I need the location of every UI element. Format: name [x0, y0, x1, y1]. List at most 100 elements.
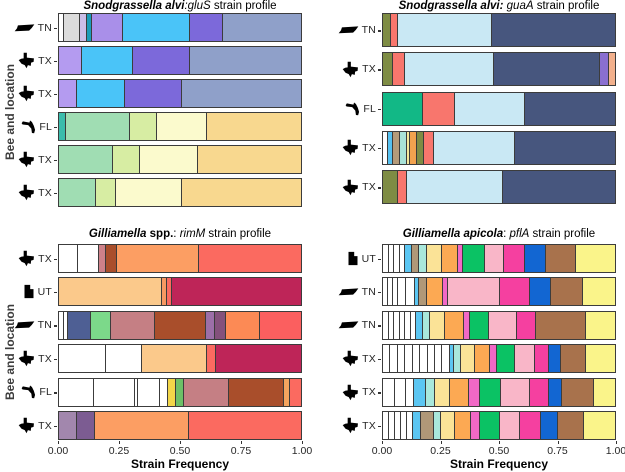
- stacked-bar: [382, 91, 616, 126]
- bar-segment: [394, 245, 400, 272]
- bar-segment: [454, 92, 525, 125]
- texas-icon: [18, 85, 35, 102]
- bar-row-tx: TX: [18, 244, 302, 273]
- bar-segment: [397, 171, 408, 204]
- bar-segment: [392, 53, 405, 86]
- bar-segment: [442, 345, 450, 373]
- bar-segment: [215, 345, 301, 373]
- x-axis-tick: [119, 441, 120, 444]
- stacked-bar: [382, 13, 616, 47]
- title-part: :gluS: [184, 0, 211, 12]
- bar-segment: [59, 345, 106, 373]
- texas-icon: [18, 417, 35, 434]
- row-label: TX: [362, 386, 376, 399]
- bar-segment: [198, 245, 301, 272]
- bar-segment: [184, 378, 229, 406]
- row-label: TX: [38, 352, 52, 365]
- bar-segment: [59, 378, 94, 406]
- bar-segment: [134, 378, 138, 406]
- title-part: pflA: [509, 228, 530, 240]
- bar-segment: [59, 14, 64, 41]
- stacked-bar: [382, 52, 616, 87]
- bar-segment: [450, 378, 470, 406]
- bar-segment: [525, 245, 547, 272]
- x-axis-tick: [499, 441, 500, 444]
- bar-segment: [389, 412, 396, 439]
- bar-row-tx: TX: [342, 52, 616, 87]
- y-axis-tick: [378, 425, 381, 427]
- bar-segment: [132, 47, 190, 74]
- title-part: strain profile: [533, 0, 600, 12]
- texas-icon: [342, 384, 359, 401]
- bar-segment: [59, 113, 67, 140]
- bar-segment: [105, 345, 143, 373]
- bar-row-tx: TX: [342, 344, 616, 374]
- row-label: TX: [362, 352, 376, 365]
- bar-segment: [586, 345, 615, 373]
- bar-row-fl: FL: [345, 91, 616, 126]
- bar-segment: [399, 131, 407, 164]
- bar-segment: [290, 378, 301, 406]
- tennessee-icon: [14, 321, 35, 329]
- bar-segment: [222, 14, 301, 41]
- bar-segment: [181, 179, 301, 206]
- stacked-bar: [58, 244, 302, 273]
- y-axis-tick: [378, 108, 381, 111]
- x-axis-tick-label: 0.50: [169, 445, 191, 457]
- bar-segment: [600, 53, 610, 86]
- bar-segment: [390, 345, 398, 373]
- stacked-bar: [382, 377, 616, 407]
- tennessee-icon: [338, 288, 359, 296]
- y-axis-tick: [54, 291, 57, 294]
- stacked-bar: [58, 112, 302, 141]
- stacked-bar: [382, 170, 616, 205]
- bar-row-fl: FL: [21, 112, 302, 141]
- bar-row-tx: TX: [18, 344, 302, 374]
- bar-segment: [474, 345, 491, 373]
- bar-segment: [160, 378, 168, 406]
- bar-segment: [283, 378, 291, 406]
- bar-segment: [59, 146, 114, 173]
- bar-segment: [197, 146, 301, 173]
- bar-row-tn: TN: [14, 310, 302, 340]
- bar-segment: [469, 378, 480, 406]
- bar-segment: [405, 345, 413, 373]
- bar-segment: [457, 245, 464, 272]
- row-label: TX: [362, 181, 376, 194]
- x-axis-title: Strain Frequency: [449, 457, 549, 471]
- tennessee-icon: [338, 26, 359, 34]
- bar-segment: [388, 311, 395, 339]
- bar-segment: [398, 278, 407, 306]
- bar-segment: [423, 92, 455, 125]
- bar-segment: [77, 412, 96, 439]
- texas-icon: [18, 151, 35, 168]
- bar-segment: [394, 311, 400, 339]
- bar-segment: [167, 378, 177, 406]
- bar-segment: [435, 378, 451, 406]
- stacked-bar: [382, 277, 616, 307]
- bar-segment: [155, 311, 206, 339]
- x-axis-tick-label: 0.25: [108, 445, 130, 457]
- bar-row-tx: TX: [18, 178, 302, 207]
- bar-segment: [500, 278, 530, 306]
- bar-segment: [463, 245, 485, 272]
- row-label: TX: [38, 54, 52, 67]
- row-label: FL: [39, 386, 52, 399]
- panel-gilliamella-pfla: Gilliamella apicola: pflA strain profile…: [338, 228, 625, 472]
- x-axis-tick: [241, 441, 242, 444]
- row-label: UT: [361, 252, 376, 265]
- bar-segment: [529, 378, 549, 406]
- bar-segment: [388, 245, 395, 272]
- bar-segment: [442, 245, 458, 272]
- bar-segment: [515, 345, 535, 373]
- bar-segment: [447, 278, 501, 306]
- bar-segment: [189, 47, 301, 74]
- bar-segment: [259, 311, 301, 339]
- bar-segment: [87, 14, 92, 41]
- bar-segment: [490, 345, 497, 373]
- x-axis-tick-label: 1.00: [291, 445, 313, 457]
- x-axis-tick: [440, 441, 442, 444]
- bar-segment: [113, 146, 140, 173]
- bar-segment: [536, 311, 587, 339]
